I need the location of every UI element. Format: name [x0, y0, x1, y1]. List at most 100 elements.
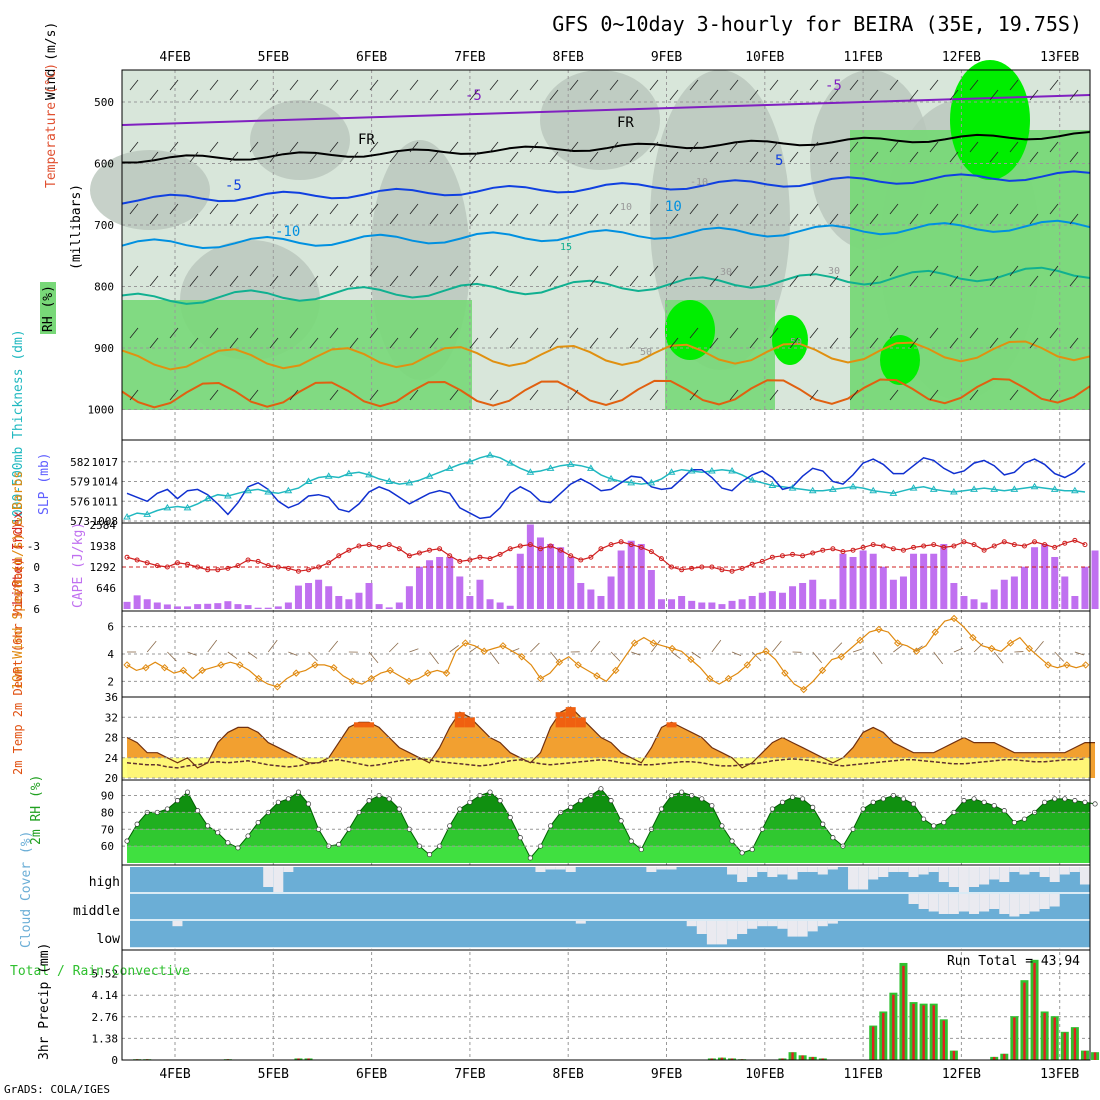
li-point	[729, 568, 735, 574]
li-point	[830, 546, 836, 552]
wind-barb	[629, 151, 639, 163]
cloud-clear-high	[656, 867, 667, 870]
wind-barb	[309, 337, 319, 349]
li-point	[457, 558, 463, 564]
wind-barb	[1009, 265, 1019, 277]
wind10-barb	[610, 651, 621, 662]
li-point	[487, 556, 493, 562]
contour-warm	[121, 340, 1091, 371]
li-point	[245, 557, 251, 563]
wind-barb	[889, 141, 899, 153]
li-point	[1032, 539, 1038, 545]
thickness-point	[949, 488, 958, 495]
wind-barb	[409, 327, 419, 339]
thickness-point	[1010, 485, 1019, 492]
wind-barb	[949, 213, 959, 225]
cloud-clear-high	[928, 867, 939, 872]
wind-barb	[809, 327, 819, 339]
wind10-point	[1044, 661, 1052, 669]
x-tick-top-5FEB: 5FEB	[258, 50, 289, 65]
wind-barb	[789, 151, 799, 163]
rh-tick-70: 70	[101, 823, 114, 836]
contour-minus5-mid	[121, 170, 1091, 205]
li-point	[326, 560, 332, 566]
wind10-point	[1063, 661, 1071, 669]
wind-barb	[769, 265, 779, 277]
precip-convective-bar	[922, 1005, 925, 1060]
cloud-clear-low	[797, 921, 808, 937]
cape-bar	[1061, 576, 1069, 609]
wind10-point	[405, 677, 413, 686]
wind-barb	[689, 389, 699, 401]
rh-point	[749, 846, 755, 853]
wind-barb	[249, 203, 259, 215]
thickness-tick-579: 579	[70, 476, 90, 489]
wind-barb	[269, 337, 279, 349]
wind-barb	[769, 203, 779, 215]
wind-barb	[989, 89, 999, 101]
contour-15	[121, 266, 1091, 305]
wind-barb	[489, 203, 499, 215]
li-point	[689, 565, 695, 571]
thickness-point	[344, 469, 353, 477]
wind10-barb	[489, 651, 500, 665]
precip-convective-bar	[1003, 1053, 1006, 1060]
wind-barb	[249, 265, 259, 277]
wind-barb	[309, 213, 319, 225]
wind-barb	[449, 141, 459, 153]
wind-barb	[709, 275, 719, 287]
li-point	[850, 547, 856, 553]
temp-high-fill	[666, 722, 677, 728]
wind10-point	[1025, 644, 1033, 653]
cape-bar	[496, 602, 504, 609]
wind-barb	[549, 337, 559, 349]
wind-barb	[389, 89, 399, 101]
wind10-barb	[671, 651, 681, 660]
wind-barb	[469, 275, 479, 287]
thickness-tick-573: 573	[70, 515, 90, 528]
wind-barb	[1069, 337, 1079, 349]
wind10-point	[217, 661, 225, 669]
cape-bar	[133, 595, 141, 609]
precip-convective-bar	[297, 1058, 300, 1060]
wind10-point	[348, 677, 357, 686]
rh-point	[739, 850, 745, 856]
wind-barb	[229, 89, 239, 101]
wind10-point	[179, 666, 188, 675]
wind10-point	[630, 639, 639, 647]
wind-barb	[649, 203, 659, 215]
cloud-clear-low	[827, 921, 838, 924]
wind-barb	[489, 327, 499, 339]
below-surface	[122, 410, 1090, 440]
temp-tick-28: 28	[105, 732, 118, 745]
contour-label-9: 10	[620, 202, 632, 213]
cape-bar	[325, 586, 333, 609]
wind10-barb	[731, 651, 742, 657]
cape-bar	[1031, 547, 1039, 609]
wind10-barb	[530, 642, 540, 653]
temp-low-band-overlay	[122, 757, 1090, 778]
li-point	[558, 547, 564, 553]
cape-bar	[173, 606, 181, 609]
cloud-clear-low	[757, 921, 768, 927]
li-point	[406, 553, 412, 559]
li-point	[497, 551, 503, 557]
li-point	[648, 549, 654, 555]
upper-pressure-label: (millibars)	[69, 184, 84, 270]
cloud-clear-low	[716, 921, 727, 945]
x-tick-bottom-10FEB: 10FEB	[745, 1067, 784, 1082]
li-point	[769, 554, 775, 560]
cape-bar	[1091, 550, 1099, 609]
wind-barb	[909, 151, 919, 163]
rh-point	[517, 835, 523, 841]
cloud-clear-high	[1069, 867, 1080, 872]
wind10-point	[912, 647, 921, 655]
cape-bar	[547, 543, 555, 609]
li-point	[215, 567, 221, 573]
wind-barb	[629, 275, 639, 287]
li-point	[1042, 542, 1048, 548]
thickness-point	[1070, 486, 1079, 494]
slp-line	[126, 456, 1086, 520]
wind10-barb	[328, 640, 339, 653]
wind-barb	[429, 275, 439, 287]
